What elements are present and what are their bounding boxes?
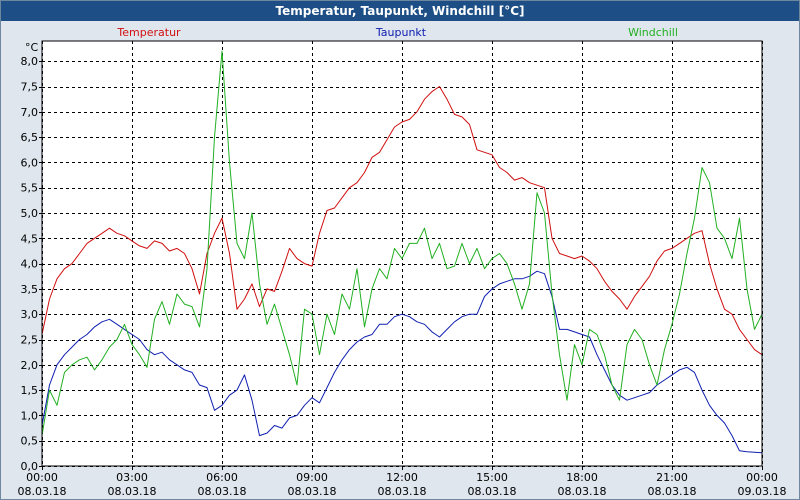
series-lines (41, 50, 763, 454)
x-tick-time: 00:00 (26, 471, 58, 484)
x-tick-time: 18:00 (566, 471, 598, 484)
x-tick-date: 08.03.18 (378, 485, 427, 498)
x-tick-date: 08.03.18 (108, 485, 157, 498)
x-tick-time: 06:00 (206, 471, 238, 484)
x-tick-time: 09:00 (296, 471, 328, 484)
y-tick-label: 5,5 (21, 182, 39, 195)
x-tick-time: 21:00 (656, 471, 688, 484)
y-tick-label: 0,0 (21, 460, 39, 473)
x-tick-date: 08.03.18 (648, 485, 697, 498)
series-line-temperatur (41, 86, 763, 356)
y-tick-label: 4,0 (21, 258, 39, 271)
x-axis-ticks: 00:0008.03.1803:0008.03.1806:0008.03.180… (18, 466, 787, 498)
y-tick-label: 6,0 (21, 156, 39, 169)
x-tick-date: 08.03.18 (198, 485, 247, 498)
x-tick-time: 12:00 (386, 471, 418, 484)
y-axis-label: °C (25, 41, 39, 54)
legend: Temperatur Taupunkt Windchill (116, 26, 678, 39)
x-tick-date: 09.03.18 (738, 485, 787, 498)
legend-taupunkt: Taupunkt (375, 26, 427, 39)
y-tick-label: 6,5 (21, 131, 39, 144)
y-tick-label: 8,0 (21, 55, 39, 68)
x-tick-time: 00:00 (746, 471, 778, 484)
legend-windchill: Windchill (628, 26, 678, 39)
y-tick-label: 3,5 (21, 283, 39, 296)
x-tick-time: 03:00 (116, 471, 148, 484)
y-tick-label: 1,5 (21, 384, 39, 397)
y-tick-label: 7,5 (21, 81, 39, 94)
series-line-taupunkt (41, 270, 763, 454)
x-tick-time: 15:00 (476, 471, 508, 484)
series-line-windchill (41, 50, 763, 436)
y-tick-label: 2,0 (21, 359, 39, 372)
x-tick-date: 08.03.18 (558, 485, 607, 498)
y-tick-label: 4,5 (21, 232, 39, 245)
y-tick-label: 3,0 (21, 308, 39, 321)
y-tick-label: 1,0 (21, 409, 39, 422)
y-tick-label: 0,5 (21, 435, 39, 448)
y-tick-label: 7,0 (21, 106, 39, 119)
window-title: Temperatur, Taupunkt, Windchill [°C] (1, 1, 799, 21)
y-tick-label: 2,5 (21, 334, 39, 347)
y-axis-ticks: 0,0 0,5 1,0 1,5 2,0 2,5 3,0 3,5 4,0 4,5 5,0 5,5 6,0 6… (21, 55, 42, 473)
x-tick-date: 08.03.18 (18, 485, 67, 498)
y-tick-label: 5,0 (21, 207, 39, 220)
x-tick-date: 08.03.18 (468, 485, 517, 498)
legend-temperatur: Temperatur (116, 26, 181, 39)
x-tick-date: 08.03.18 (288, 485, 337, 498)
